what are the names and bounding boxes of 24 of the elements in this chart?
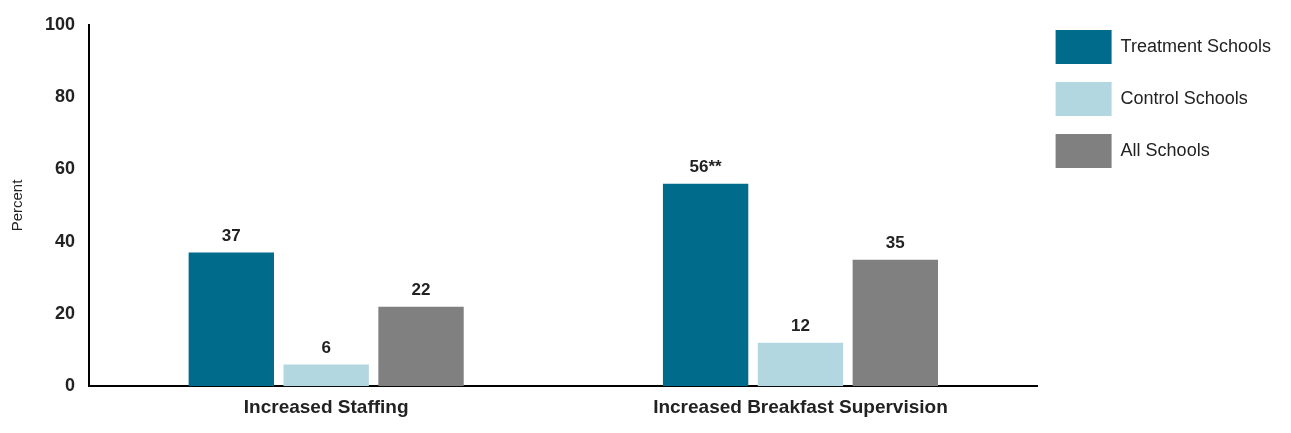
y-tick-label: 100 [44, 13, 76, 34]
x-tick-label: Increased Staffing [243, 395, 409, 417]
x-tick-label: Increased Breakfast Supervision [653, 395, 948, 417]
data-label: 56** [689, 157, 723, 176]
bar [852, 259, 938, 387]
bar [188, 252, 274, 387]
bar [757, 342, 844, 387]
legend-label: Treatment Schools [1120, 35, 1272, 56]
y-tick-label: 80 [55, 86, 76, 107]
legend-label: Control Schools [1120, 87, 1248, 108]
bar [378, 306, 464, 387]
data-label: 22 [411, 279, 431, 299]
bar [283, 364, 369, 387]
bar [662, 183, 749, 387]
data-label: 35 [885, 232, 905, 252]
y-tick-label: 40 [55, 230, 76, 251]
y-tick-label: 20 [55, 302, 76, 323]
data-label: 6 [321, 337, 331, 357]
y-tick-label: 60 [55, 158, 76, 179]
data-label: 37 [221, 225, 241, 245]
legend-label: All Schools [1120, 139, 1210, 160]
data-label: 12 [791, 316, 810, 336]
y-axis-title: Percent [8, 178, 26, 232]
y-tick-label: 0 [65, 375, 76, 396]
